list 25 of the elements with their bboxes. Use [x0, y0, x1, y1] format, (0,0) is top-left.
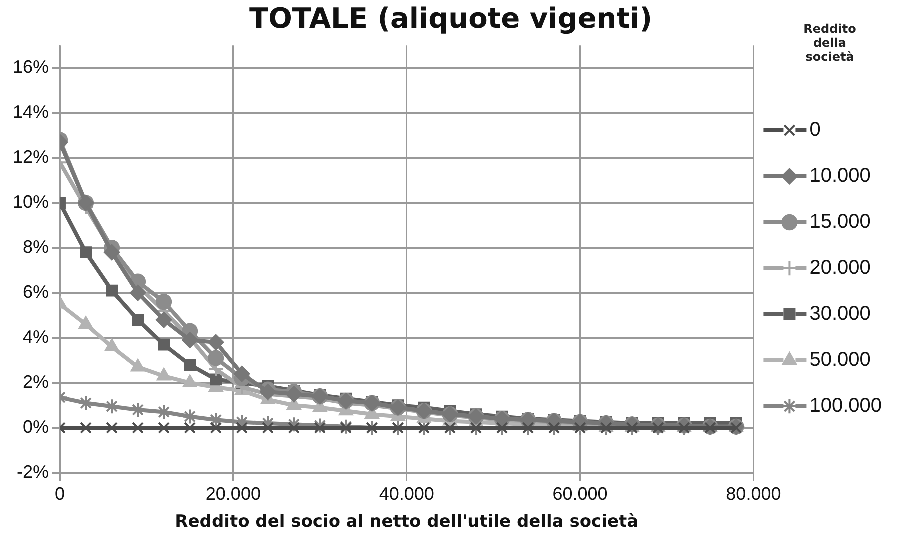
- y-tick-label: 12%: [12, 147, 50, 168]
- x-axis-title: Reddito del socio al netto dell'utile della società: [175, 512, 639, 532]
- y-tick-label: 2%: [23, 372, 50, 392]
- legend-title: Reddito della società: [802, 22, 858, 64]
- y-tick-label: 14%: [12, 102, 50, 122]
- y-tick-label: 4%: [23, 327, 50, 347]
- x-tick-label: 40.000: [379, 484, 434, 504]
- legend-label: 15.000: [810, 211, 871, 234]
- y-tick-label: 8%: [23, 237, 50, 258]
- x-tick-label: 60.000: [552, 484, 608, 504]
- x-tick-label: 80.000: [726, 484, 782, 504]
- x-tick-label: 20.000: [206, 484, 261, 504]
- legend-label: 50.000: [810, 349, 871, 372]
- legend-label: 30.000: [810, 303, 871, 326]
- y-tick-label: -2%: [17, 462, 50, 482]
- y-tick-label: 0%: [23, 416, 50, 437]
- legend-label: 20.000: [810, 257, 871, 280]
- y-tick-label: 16%: [12, 57, 50, 78]
- legend-label: 10.000: [810, 165, 871, 188]
- legend-label: 100.000: [810, 395, 882, 418]
- x-tick-label: 0: [55, 484, 66, 504]
- y-tick-label: 10%: [12, 192, 50, 212]
- y-tick-label: 6%: [23, 282, 50, 302]
- chart-title: TOTALE (aliquote vigenti): [249, 2, 653, 36]
- legend-label: 0: [810, 119, 821, 142]
